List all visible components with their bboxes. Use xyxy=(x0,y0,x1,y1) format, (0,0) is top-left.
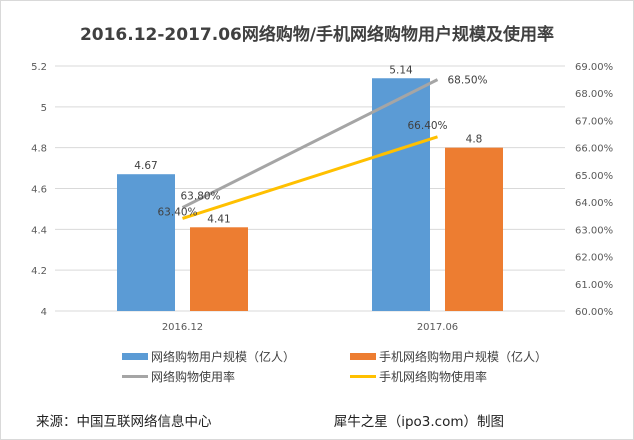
legend-swatch-gray xyxy=(122,375,148,378)
y-right-tick-label: 68.00% xyxy=(575,89,613,100)
line-data-label: 68.50% xyxy=(448,75,488,87)
series-line xyxy=(182,135,438,220)
bar-data-label: 4.67 xyxy=(134,160,157,172)
source-note: 来源：中国互联网络信息中心 xyxy=(36,414,212,430)
y-right-tick-label: 67.00% xyxy=(575,116,613,127)
y-left-tick-label: 5.2 xyxy=(31,62,47,73)
y-left-tick-label: 4.8 xyxy=(31,144,47,155)
line-data-label: 63.80% xyxy=(181,191,221,203)
legend-swatch-orange xyxy=(350,353,376,360)
legend-swatch-yellow xyxy=(350,375,376,378)
bar xyxy=(190,227,248,311)
legend-label: 手机网络购物用户规模（亿人） xyxy=(379,350,548,364)
bar xyxy=(372,78,430,311)
y-right-tick-label: 65.00% xyxy=(575,171,613,182)
y-right-tick-label: 66.00% xyxy=(575,144,613,155)
credit-note: 犀牛之星（ipo3.com）制图 xyxy=(333,414,504,430)
x-tick-label: 2016.12 xyxy=(162,322,203,333)
y-left-tick-label: 4.2 xyxy=(31,266,47,277)
x-tick-label: 2017.06 xyxy=(417,322,458,333)
y-left-tick-label: 4.4 xyxy=(31,225,47,236)
bar xyxy=(445,147,503,311)
line-data-label: 66.40% xyxy=(408,120,448,132)
legend-item-mobile-users: 手机网络购物用户规模（亿人） xyxy=(350,348,547,365)
y-left-tick-label: 5 xyxy=(41,103,47,114)
legend-swatch-blue xyxy=(122,353,148,360)
y-right-tick-label: 64.00% xyxy=(575,198,613,209)
legend-label: 网络购物用户规模（亿人） xyxy=(151,350,296,364)
y-left-tick-label: 4.6 xyxy=(31,185,47,196)
y-right-tick-label: 61.00% xyxy=(575,280,613,291)
legend-label: 网络购物使用率 xyxy=(151,370,236,384)
legend-item-online-rate: 网络购物使用率 xyxy=(122,368,235,385)
bar xyxy=(117,174,175,311)
y-right-tick-label: 60.00% xyxy=(575,307,613,318)
series-line xyxy=(181,78,439,209)
chart-title: 2016.12-2017.06网络购物/手机网络购物用户规模及使用率 xyxy=(79,25,555,45)
y-right-tick-label: 62.00% xyxy=(575,253,613,264)
legend-label: 手机网络购物使用率 xyxy=(379,370,488,384)
y-right-tick-label: 69.00% xyxy=(575,62,613,73)
legend-item-mobile-rate: 手机网络购物使用率 xyxy=(350,368,487,385)
line-data-label: 63.40% xyxy=(158,206,198,218)
y-left-tick-label: 4 xyxy=(41,307,47,318)
bar-data-label: 5.14 xyxy=(389,64,413,76)
bar-data-label: 4.8 xyxy=(466,134,483,146)
legend-item-online-users: 网络购物用户规模（亿人） xyxy=(122,348,295,365)
y-right-tick-label: 63.00% xyxy=(575,225,613,236)
bar-data-label: 4.41 xyxy=(207,213,230,225)
